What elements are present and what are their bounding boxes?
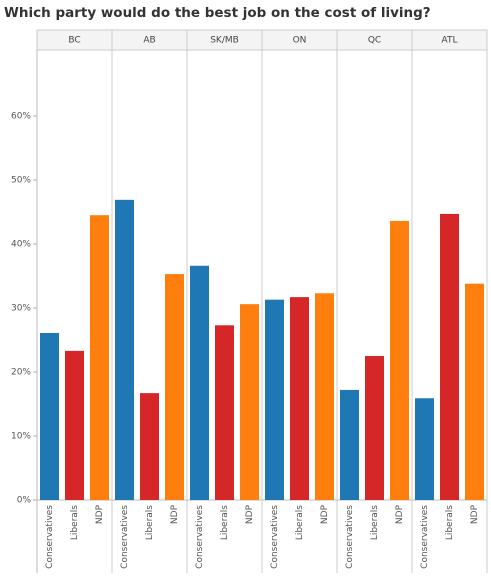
x-tick-label: Conservatives [195,505,205,569]
x-tick-label: Conservatives [345,505,355,569]
panel-label: AB [143,36,155,46]
x-tick-label: Liberals [295,505,305,540]
x-tick-label: Conservatives [270,505,280,569]
x-tick-label: NDP [470,504,480,524]
bar [340,389,359,500]
bar [140,393,159,500]
bar [440,213,459,501]
panel-label: BC [68,36,80,46]
chart-title: Which party would do the best job on the… [4,5,431,21]
bar [390,220,409,500]
bar [465,283,484,500]
x-tick-label: Liberals [70,505,80,540]
y-tick-label: 40% [11,240,31,250]
x-tick-label: Conservatives [120,505,130,569]
bar [190,265,209,500]
y-tick-label: 60% [11,112,31,122]
bar [265,299,284,500]
y-tick-label: 20% [11,368,31,378]
x-tick-label: Liberals [370,505,380,540]
bar [215,325,234,500]
bar [290,297,309,500]
y-tick-label: 10% [11,432,31,442]
x-tick-label: Liberals [220,505,230,540]
bar [65,350,84,500]
bar [365,356,384,500]
x-tick-label: Conservatives [420,505,430,569]
x-tick-label: NDP [245,504,255,524]
y-tick-label: 0% [17,496,32,506]
x-tick-label: Liberals [445,505,455,540]
bar [240,304,259,500]
x-tick-label: NDP [395,504,405,524]
panel-label: ATL [442,36,458,46]
panel-label: ON [293,36,307,46]
bar [40,332,59,500]
y-tick-label: 50% [11,176,31,186]
y-tick-label: 30% [11,304,31,314]
x-tick-label: NDP [170,504,180,524]
x-tick-label: NDP [320,504,330,524]
bar [165,274,184,500]
x-tick-label: Liberals [145,505,155,540]
panel-label: SK/MB [210,36,239,46]
panel-label: QC [368,36,381,46]
bar [415,398,434,500]
bar [115,199,134,500]
bar [315,293,334,500]
bar [90,215,109,500]
x-tick-label: Conservatives [45,505,55,569]
x-tick-label: NDP [95,504,105,524]
